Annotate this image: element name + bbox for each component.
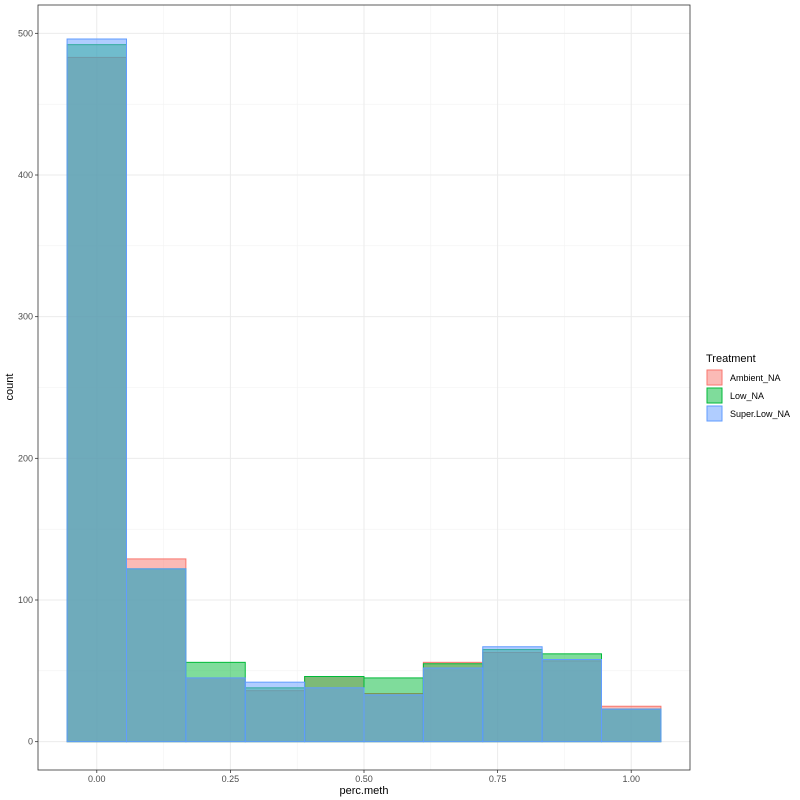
- y-tick-label: 300: [18, 312, 33, 322]
- histogram-bars: [66, 38, 662, 743]
- y-tick-label: 100: [18, 595, 33, 605]
- x-tick-label: 0.25: [222, 774, 240, 784]
- y-tick-label: 400: [18, 170, 33, 180]
- series-super-low-na: [66, 38, 662, 743]
- legend-label: Super.Low_NA: [730, 409, 790, 419]
- legend-swatch: [706, 405, 723, 422]
- legend-swatch: [706, 369, 723, 386]
- histogram-bar: [185, 677, 246, 743]
- histogram-bar: [600, 708, 662, 743]
- histogram-bar: [244, 681, 306, 743]
- y-axis-ticks: 0 100 200 300 400 500: [18, 28, 38, 747]
- histogram-bar: [363, 694, 424, 743]
- legend-item: Low_NA: [706, 387, 764, 404]
- legend-swatch: [706, 387, 723, 404]
- x-axis-title: perc.meth: [340, 785, 389, 797]
- legend-label: Ambient_NA: [730, 373, 781, 383]
- histogram-bar: [126, 568, 187, 743]
- y-axis-title: count: [4, 374, 16, 401]
- histogram-bar: [482, 646, 543, 743]
- histogram-bar: [304, 687, 365, 743]
- y-tick-label: 200: [18, 453, 33, 463]
- legend-item: Super.Low_NA: [706, 405, 790, 422]
- histogram-bar: [541, 659, 602, 743]
- legend: Treatment Ambient_NA Low_NA Super.Low_NA: [706, 353, 790, 422]
- histogram-bar: [422, 667, 484, 743]
- legend-label: Low_NA: [730, 391, 764, 401]
- y-tick-label: 500: [18, 28, 33, 38]
- legend-title: Treatment: [706, 353, 756, 365]
- legend-item: Ambient_NA: [706, 369, 781, 386]
- x-tick-label: 1.00: [622, 774, 640, 784]
- histogram-bar: [66, 38, 128, 743]
- y-tick-label: 0: [28, 737, 33, 747]
- x-tick-label: 0.50: [355, 774, 373, 784]
- x-tick-label: 0.00: [88, 774, 106, 784]
- x-axis-ticks: 0.00 0.25 0.50 0.75 1.00: [88, 770, 640, 784]
- x-tick-label: 0.75: [489, 774, 507, 784]
